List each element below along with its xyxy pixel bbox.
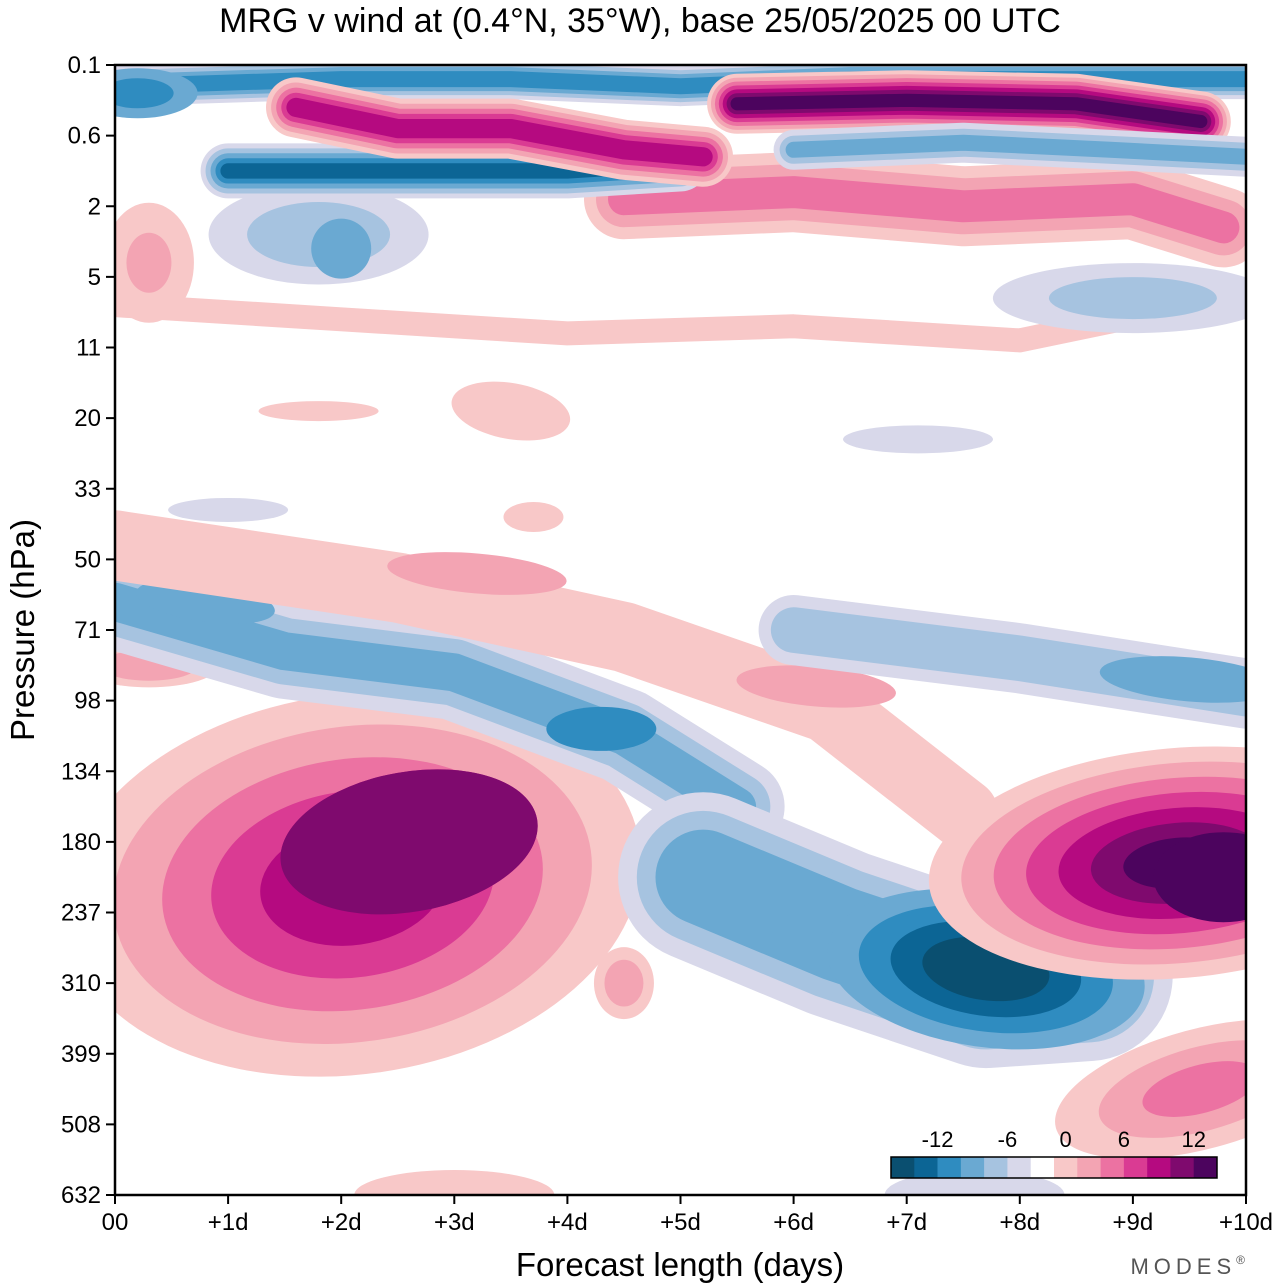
- y-tick-label: 0.6: [68, 123, 101, 150]
- y-tick-label: 33: [74, 476, 101, 503]
- y-tick-label: 399: [61, 1041, 101, 1068]
- y-tick-label: 71: [74, 617, 101, 644]
- x-tick-label: +10d: [1219, 1209, 1273, 1236]
- contour-negative: [115, 582, 757, 826]
- y-tick-label: 20: [74, 405, 101, 432]
- colorbar-swatch: [937, 1157, 962, 1178]
- x-tick-label: +3d: [434, 1209, 475, 1236]
- colorbar-swatch: [1007, 1157, 1032, 1178]
- contour-positive: [286, 97, 713, 167]
- brand-name: MODES: [1130, 1254, 1236, 1279]
- contour-negative: [1048, 277, 1217, 320]
- colorbar-swatch: [891, 1157, 915, 1178]
- contour-positive: [354, 1170, 555, 1195]
- colorbar-swatch: [1030, 1157, 1055, 1178]
- colorbar: -12 -6 0 6 12: [890, 1127, 1218, 1179]
- x-tick-label: +8d: [999, 1209, 1040, 1236]
- x-tick-label: +5d: [660, 1209, 701, 1236]
- contour-positive: [280, 769, 538, 915]
- colorbar-swatch: [984, 1157, 1008, 1178]
- colorbar-frame: [890, 1156, 1218, 1179]
- contour-positive: [451, 381, 571, 441]
- colorbar-label: 0: [1060, 1127, 1072, 1152]
- x-axis-label: Forecast length (days): [516, 1246, 844, 1283]
- contour-negative: [168, 497, 289, 522]
- contour-positive: [126, 232, 172, 293]
- contour-positive: [503, 502, 564, 532]
- colorbar-label: -12: [922, 1127, 954, 1152]
- y-axis-label: Pressure (hPa): [4, 519, 41, 741]
- colorbar-swatch: [960, 1157, 985, 1178]
- contour-positive: [608, 176, 1240, 244]
- contour-positive: [115, 510, 999, 849]
- contour-negative: [546, 706, 657, 751]
- colorbar-label: 6: [1118, 1127, 1130, 1152]
- x-tick-label: +2d: [321, 1209, 362, 1236]
- y-tick-label: 237: [61, 900, 101, 927]
- x-tick-label: +9d: [1113, 1209, 1154, 1236]
- colorbar-label: 12: [1181, 1127, 1205, 1152]
- colorbar-swatch: [1054, 1157, 1078, 1178]
- contour-positive: [115, 293, 1202, 353]
- x-tick-label: +7d: [886, 1209, 927, 1236]
- x-tick-label: +1d: [208, 1209, 249, 1236]
- colorbar-swatch: [1193, 1157, 1218, 1178]
- y-tick-label: 11: [76, 335, 101, 362]
- colorbar-swatch: [1100, 1157, 1125, 1178]
- y-tick-label: 98: [74, 688, 101, 715]
- y-tick-label: 2: [88, 193, 101, 220]
- x-axis: 00 +1d +2d +3d +4d +5d +6d +7d +8d +9d +10d: [102, 1195, 1273, 1236]
- contour-negative: [115, 78, 174, 109]
- brand-mark: ®: [1236, 1253, 1250, 1267]
- contour-field: [115, 65, 1246, 1195]
- y-tick-label: 134: [61, 758, 101, 785]
- contour-positive: [736, 665, 896, 708]
- y-axis: 0.1 0.6 2 5 11 20 33 50 71 98 134 180 237 310 399 508 63…: [61, 52, 115, 1209]
- contour-negative: [785, 134, 1246, 165]
- chart-title: MRG v wind at (0.4°N, 35°W), base 25/05/…: [219, 2, 1061, 40]
- y-tick-label: 632: [61, 1182, 101, 1209]
- y-tick-label: 5: [88, 264, 101, 291]
- contour-positive: [387, 552, 567, 595]
- contour-negative: [311, 218, 372, 279]
- contour-positive: [730, 93, 1208, 129]
- colorbar-label: -6: [998, 1127, 1018, 1152]
- contour-positive: [258, 401, 379, 422]
- contour-positive: [604, 959, 644, 1007]
- x-tick-label: 00: [102, 1209, 129, 1236]
- colorbar-swatch: [1077, 1157, 1101, 1178]
- contour-positive: [1142, 1061, 1246, 1117]
- modes-logo: MODES®: [1130, 1253, 1250, 1279]
- y-tick-label: 0.1: [68, 52, 101, 79]
- colorbar-swatch: [1123, 1157, 1148, 1178]
- x-tick-label: +4d: [547, 1209, 588, 1236]
- y-tick-label: 310: [61, 970, 101, 997]
- y-tick-label: 508: [61, 1111, 101, 1138]
- y-tick-label: 50: [74, 546, 101, 573]
- colorbar-swatch: [1147, 1157, 1171, 1178]
- contour-negative: [1099, 656, 1246, 703]
- colorbar-swatch: [1170, 1157, 1195, 1178]
- x-tick-label: +6d: [773, 1209, 814, 1236]
- contour-negative: [843, 425, 994, 454]
- y-tick-label: 180: [61, 829, 101, 856]
- colorbar-swatch: [914, 1157, 938, 1178]
- contour-positive: [1153, 832, 1246, 923]
